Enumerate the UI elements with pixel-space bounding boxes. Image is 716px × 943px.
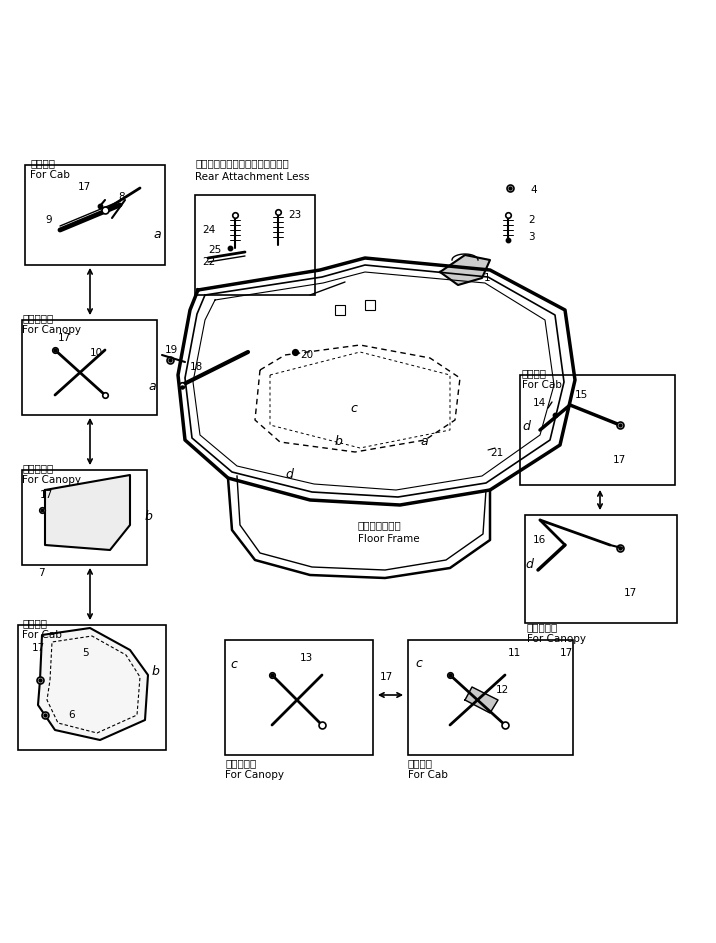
Text: 13: 13 xyxy=(300,653,313,663)
Bar xyxy=(25,165,165,265)
Text: 5: 5 xyxy=(82,648,89,658)
Text: c: c xyxy=(415,657,422,670)
Bar xyxy=(18,625,166,750)
Text: 17: 17 xyxy=(560,648,574,658)
Text: キャノピ用: キャノピ用 xyxy=(22,313,53,323)
Text: 10: 10 xyxy=(90,348,103,358)
Text: 22: 22 xyxy=(202,257,216,267)
Text: For Canopy: For Canopy xyxy=(225,770,284,780)
Text: b: b xyxy=(145,510,153,523)
Text: a: a xyxy=(153,228,160,241)
Text: 20: 20 xyxy=(300,350,313,360)
Text: For Cab: For Cab xyxy=(522,380,562,390)
Text: 12: 12 xyxy=(496,685,509,695)
Text: b: b xyxy=(335,435,343,448)
Text: 17: 17 xyxy=(40,490,53,500)
Text: 7: 7 xyxy=(38,568,44,578)
Text: For Canopy: For Canopy xyxy=(22,475,81,485)
Text: Rear Attachment Less: Rear Attachment Less xyxy=(195,172,309,182)
Text: b: b xyxy=(152,665,160,678)
Text: 後方用アタッチメント装着時不用: 後方用アタッチメント装着時不用 xyxy=(195,158,289,168)
Text: d: d xyxy=(522,420,530,433)
Text: 17: 17 xyxy=(613,455,626,465)
Text: キャブ用: キャブ用 xyxy=(408,758,433,768)
Text: 17: 17 xyxy=(624,588,637,598)
Text: 19: 19 xyxy=(165,345,178,355)
Polygon shape xyxy=(38,628,148,740)
Text: a: a xyxy=(148,380,155,393)
Text: キャノピ用: キャノピ用 xyxy=(22,463,53,473)
Text: 17: 17 xyxy=(32,643,45,653)
Text: キャブ用: キャブ用 xyxy=(522,368,547,378)
Text: 23: 23 xyxy=(288,210,301,220)
Text: For Cab: For Cab xyxy=(30,170,70,180)
Text: 8: 8 xyxy=(118,192,125,202)
Text: For Canopy: For Canopy xyxy=(527,634,586,644)
Polygon shape xyxy=(465,687,498,713)
Text: 1: 1 xyxy=(484,273,490,283)
Text: 3: 3 xyxy=(528,232,535,242)
Text: 18: 18 xyxy=(190,362,203,372)
Text: d: d xyxy=(525,558,533,571)
Text: 11: 11 xyxy=(508,648,521,658)
Bar xyxy=(520,375,675,485)
Text: フロアフレーム: フロアフレーム xyxy=(358,520,402,530)
Text: Floor Frame: Floor Frame xyxy=(358,534,420,544)
Polygon shape xyxy=(45,475,130,550)
Text: c: c xyxy=(350,402,357,415)
Bar xyxy=(195,195,315,295)
Text: 17: 17 xyxy=(58,333,72,343)
Bar xyxy=(225,640,373,755)
Text: 4: 4 xyxy=(530,185,536,195)
Bar xyxy=(525,515,677,623)
Text: a: a xyxy=(420,435,427,448)
Text: d: d xyxy=(285,468,293,481)
Polygon shape xyxy=(440,255,490,285)
Bar xyxy=(408,640,573,755)
Text: 14: 14 xyxy=(533,398,546,408)
Text: キャノピ用: キャノピ用 xyxy=(225,758,256,768)
Text: 16: 16 xyxy=(533,535,546,545)
Text: For Cab: For Cab xyxy=(22,630,62,640)
Text: 15: 15 xyxy=(575,390,589,400)
Text: 17: 17 xyxy=(78,182,91,192)
Text: 6: 6 xyxy=(68,710,74,720)
Text: For Cab: For Cab xyxy=(408,770,448,780)
Bar xyxy=(22,470,147,565)
Text: For Canopy: For Canopy xyxy=(22,325,81,335)
Text: 24: 24 xyxy=(202,225,216,235)
Bar xyxy=(22,320,157,415)
Text: c: c xyxy=(230,658,237,671)
Text: 25: 25 xyxy=(208,245,221,255)
Text: キャブ用: キャブ用 xyxy=(30,158,55,168)
Text: 17: 17 xyxy=(380,672,393,682)
Bar xyxy=(365,300,375,310)
Text: キャノピ用: キャノピ用 xyxy=(527,622,558,632)
Bar xyxy=(335,305,345,315)
Text: 21: 21 xyxy=(490,448,503,458)
Text: キャブ用: キャブ用 xyxy=(22,618,47,628)
Text: 2: 2 xyxy=(528,215,535,225)
Text: 9: 9 xyxy=(45,215,52,225)
